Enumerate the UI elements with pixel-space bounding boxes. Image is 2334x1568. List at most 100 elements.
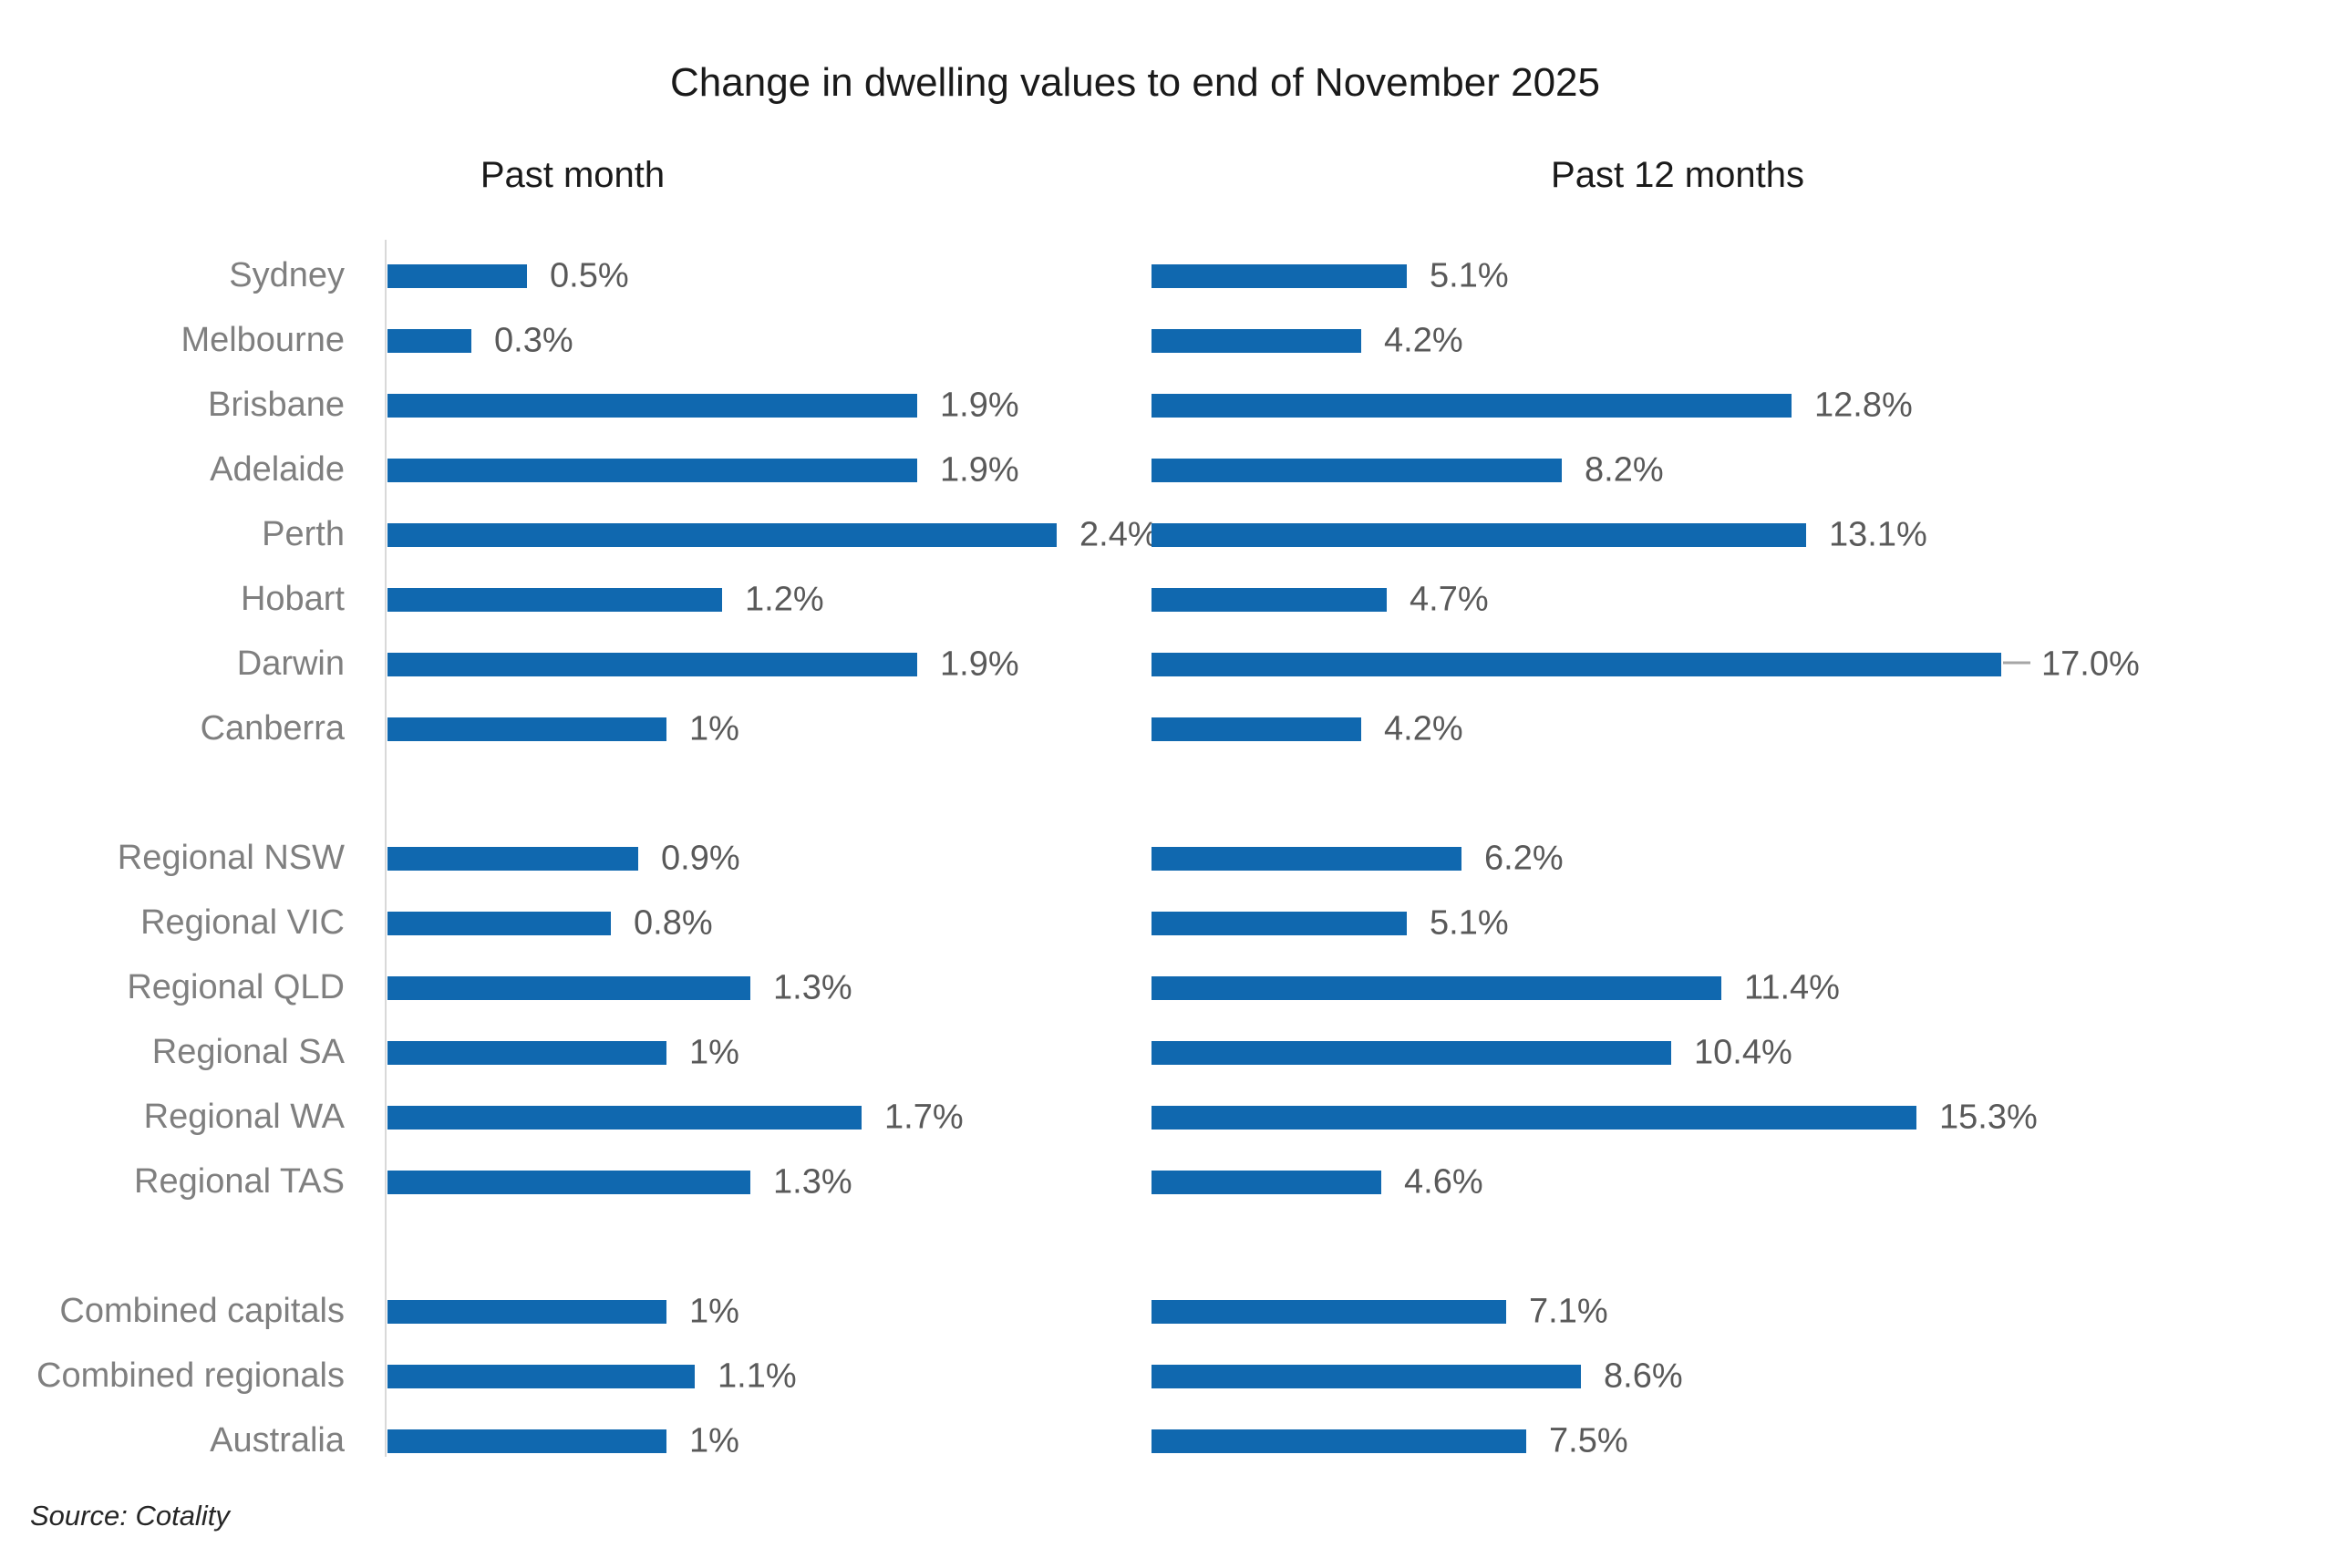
- past-12-months-value-label: 5.1%: [1430, 256, 1509, 295]
- past-month-plot: 0.3%: [387, 308, 1152, 373]
- past-12-months-bar: [1152, 522, 1806, 547]
- past-12-months-value-label: 12.8%: [1814, 386, 1913, 425]
- past-month-plot: 0.9%: [387, 826, 1152, 891]
- value-text: 4.2%: [1384, 321, 1463, 359]
- chart-row: Melbourne 0.3% 4.2%: [0, 308, 2334, 373]
- category-label: Regional SA: [151, 1033, 345, 1071]
- past-month-value-label: 1%: [689, 1033, 739, 1071]
- past-12-months-bar: [1152, 911, 1407, 935]
- past-12-months-value-label: 13.1%: [1829, 515, 1927, 554]
- chart-row: Combined capitals 1% 7.1%: [0, 1279, 2334, 1344]
- chart-row: Australia 1% 7.5%: [0, 1408, 2334, 1473]
- category-label: Regional TAS: [134, 1162, 345, 1201]
- value-text: 4.6%: [1404, 1162, 1483, 1201]
- chart-row: Brisbane 1.9% 12.8%: [0, 373, 2334, 438]
- past-12-months-bar: [1152, 1429, 1526, 1453]
- category-label: Perth: [262, 515, 345, 553]
- past-12-months-value-label: 7.5%: [1549, 1421, 1628, 1460]
- chart-row: Regional VIC 0.8% 5.1%: [0, 891, 2334, 955]
- past-month-value-label: 1%: [689, 1292, 739, 1330]
- past-12-months-value-label: 4.2%: [1384, 709, 1463, 748]
- past-12-months-value-label: 10.4%: [1694, 1033, 1792, 1072]
- past-month-value-label: 1.7%: [884, 1098, 964, 1136]
- past-month-bar: [387, 1040, 666, 1065]
- past-month-value-label: 2.4%: [1079, 515, 1159, 553]
- past-month-bar: [387, 1170, 750, 1194]
- past-month-bar: [387, 1429, 666, 1453]
- past-month-value-label: 1.9%: [940, 386, 1019, 424]
- value-text: 17.0%: [2041, 645, 2140, 683]
- past-12-months-plot: 12.8%: [1152, 373, 2334, 438]
- past-12-months-plot: 5.1%: [1152, 891, 2334, 955]
- past-12-months-plot: 4.6%: [1152, 1150, 2334, 1214]
- past-12-months-plot: 8.6%: [1152, 1344, 2334, 1408]
- past-month-plot: 1%: [387, 1279, 1152, 1344]
- past-month-plot: 1.1%: [387, 1344, 1152, 1408]
- past-12-months-plot: 8.2%: [1152, 438, 2334, 502]
- past-12-months-bar: [1152, 1170, 1381, 1194]
- source-note: Source: Cotality: [30, 1500, 230, 1532]
- past-month-value-label: 1.9%: [940, 450, 1019, 489]
- past-12-months-value-label: 8.6%: [1604, 1357, 1683, 1396]
- past-12-months-bar: [1152, 846, 1461, 871]
- value-text: 5.1%: [1430, 256, 1509, 294]
- past-12-months-plot: 11.4%: [1152, 955, 2334, 1020]
- category-label: Regional WA: [143, 1098, 345, 1136]
- past-month-value-label: 1.3%: [773, 968, 852, 1006]
- chart-row: Regional TAS 1.3% 4.6%: [0, 1150, 2334, 1214]
- past-12-months-value-label: 17.0%: [2003, 645, 2140, 684]
- chart-rows: Sydney 0.5% 5.1% Melbourne 0.3% 4.2% Bri…: [0, 243, 2334, 1473]
- category-label: Regional NSW: [117, 839, 345, 877]
- chart-row: Regional QLD 1.3% 11.4%: [0, 955, 2334, 1020]
- past-month-bar: [387, 975, 750, 1000]
- past-12-months-plot: 7.1%: [1152, 1279, 2334, 1344]
- past-month-value-label: 1.2%: [745, 580, 824, 618]
- past-month-plot: 1.9%: [387, 632, 1152, 696]
- chart-row: Combined regionals 1.1% 8.6%: [0, 1344, 2334, 1408]
- past-month-plot: 1.7%: [387, 1085, 1152, 1150]
- past-12-months-value-label: 11.4%: [1744, 968, 1840, 1007]
- past-month-bar: [387, 522, 1057, 547]
- chart-row: Hobart 1.2% 4.7%: [0, 567, 2334, 632]
- group-gap-row: [0, 1214, 2334, 1279]
- past-month-plot: 1.9%: [387, 373, 1152, 438]
- category-label: Melbourne: [181, 321, 345, 359]
- past-12-months-value-label: 4.2%: [1384, 321, 1463, 360]
- past-12-months-plot: 5.1%: [1152, 243, 2334, 308]
- chart-row: Canberra 1% 4.2%: [0, 696, 2334, 761]
- past-12-months-bar: [1152, 393, 1792, 418]
- past-month-value-label: 1%: [689, 709, 739, 748]
- past-month-plot: 1.2%: [387, 567, 1152, 632]
- past-12-months-value-label: 4.6%: [1404, 1162, 1483, 1202]
- chart-row: Sydney 0.5% 5.1%: [0, 243, 2334, 308]
- value-text: 4.7%: [1410, 580, 1489, 618]
- category-label: Darwin: [236, 645, 345, 683]
- past-month-plot: 2.4%: [387, 502, 1159, 567]
- past-12-months-value-label: 7.1%: [1529, 1292, 1608, 1331]
- value-text: 12.8%: [1814, 386, 1913, 424]
- past-month-value-label: 1.3%: [773, 1162, 852, 1201]
- past-month-bar: [387, 393, 917, 418]
- past-12-months-bar: [1152, 1105, 1916, 1130]
- value-text: 13.1%: [1829, 515, 1927, 553]
- chart-row: Regional NSW 0.9% 6.2%: [0, 826, 2334, 891]
- past-12-months-bar: [1152, 263, 1407, 288]
- past-12-months-value-label: 4.7%: [1410, 580, 1489, 619]
- group-gap-row: [0, 761, 2334, 826]
- past-month-plot: 1.3%: [387, 955, 1152, 1020]
- past-month-plot: 1.3%: [387, 1150, 1152, 1214]
- past-month-value-label: 1.9%: [940, 645, 1019, 683]
- value-text: 8.6%: [1604, 1357, 1683, 1395]
- past-month-value-label: 0.9%: [661, 839, 740, 877]
- chart-row: Regional WA 1.7% 15.3%: [0, 1085, 2334, 1150]
- category-label: Brisbane: [208, 386, 345, 424]
- past-12-months-plot: 6.2%: [1152, 826, 2334, 891]
- value-text: 8.2%: [1585, 450, 1664, 489]
- chart-row: Regional SA 1% 10.4%: [0, 1020, 2334, 1085]
- category-label: Australia: [210, 1421, 345, 1460]
- category-label: Regional QLD: [127, 968, 345, 1006]
- past-12-months-plot: 13.1%: [1152, 502, 2334, 567]
- past-month-plot: 1%: [387, 696, 1152, 761]
- past-12-months-plot: 17.0%: [1152, 632, 2334, 696]
